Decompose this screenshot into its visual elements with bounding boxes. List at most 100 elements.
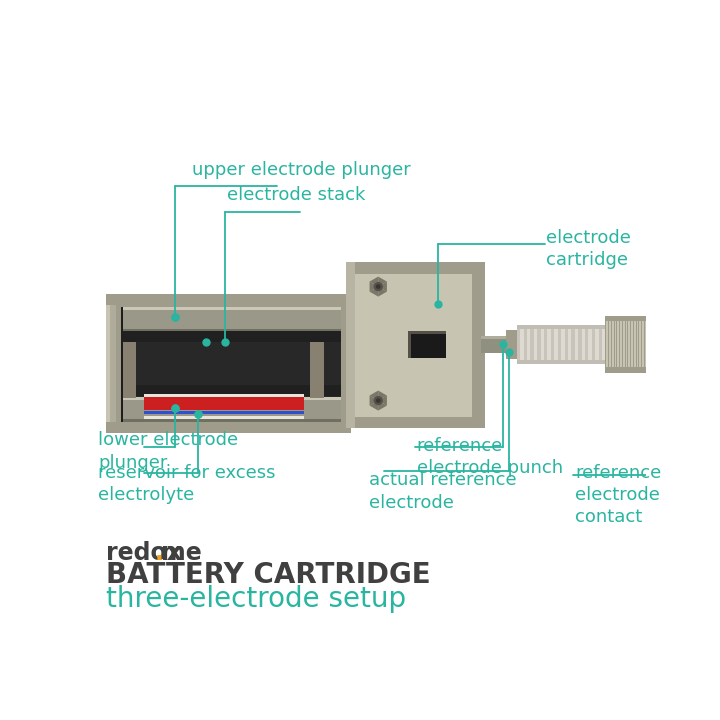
Polygon shape (369, 390, 378, 400)
Bar (122, 307, 341, 332)
Bar (572, 361, 575, 364)
Bar (641, 316, 642, 373)
Bar (644, 316, 645, 373)
Bar (598, 325, 602, 328)
Circle shape (376, 398, 381, 403)
Bar (517, 361, 521, 364)
Bar (683, 341, 720, 348)
Bar (144, 416, 305, 419)
Polygon shape (378, 395, 387, 405)
Bar (677, 316, 678, 373)
Bar (122, 331, 341, 342)
Polygon shape (369, 395, 378, 405)
Bar (122, 307, 341, 310)
Bar (564, 361, 568, 364)
Polygon shape (369, 276, 378, 287)
Circle shape (376, 284, 381, 289)
Bar (585, 325, 588, 328)
Bar (544, 325, 547, 364)
Bar (122, 385, 341, 396)
Bar (544, 325, 547, 328)
Bar (482, 336, 506, 339)
Bar (106, 294, 351, 307)
Bar (106, 422, 351, 433)
Polygon shape (378, 400, 387, 410)
Bar (598, 325, 602, 364)
Polygon shape (378, 282, 387, 292)
Bar (606, 367, 683, 373)
Bar (558, 325, 561, 328)
Bar (633, 316, 634, 373)
Bar (531, 361, 534, 364)
Bar (649, 316, 650, 373)
Bar (537, 325, 541, 328)
Bar (564, 325, 568, 364)
Bar (630, 316, 631, 373)
Polygon shape (369, 282, 378, 292)
Bar (517, 325, 521, 328)
Bar (606, 316, 683, 321)
Polygon shape (378, 287, 387, 297)
Bar (660, 316, 662, 373)
Bar (564, 325, 568, 328)
Bar (346, 262, 485, 428)
Bar (122, 342, 137, 398)
Polygon shape (369, 287, 378, 297)
Bar (592, 361, 595, 364)
Bar (122, 329, 341, 332)
Bar (310, 342, 324, 398)
Text: reference
electrode punch: reference electrode punch (417, 437, 563, 477)
Text: me: me (161, 541, 202, 564)
Bar (655, 316, 656, 373)
Bar (613, 316, 615, 373)
Text: electrode stack: electrode stack (227, 186, 365, 204)
Bar (558, 325, 561, 364)
Text: .: . (155, 541, 164, 564)
Bar (122, 419, 341, 422)
Bar (122, 331, 341, 398)
Text: BATTERY CARTRIDGE: BATTERY CARTRIDGE (106, 561, 431, 589)
Bar (121, 307, 341, 422)
Text: electrode
cartridge: electrode cartridge (546, 229, 631, 269)
Bar (616, 316, 618, 373)
Bar (408, 331, 410, 359)
Bar (523, 325, 527, 364)
Polygon shape (369, 400, 378, 410)
Bar (619, 316, 620, 373)
Bar (482, 336, 506, 353)
Text: three-electrode setup: three-electrode setup (106, 585, 406, 613)
Bar (346, 262, 355, 428)
Bar (652, 316, 653, 373)
Bar (625, 316, 626, 373)
Bar (472, 262, 485, 428)
Bar (657, 316, 659, 373)
Bar (578, 325, 582, 328)
Bar (144, 395, 305, 397)
Bar (572, 325, 575, 364)
Bar (523, 325, 527, 328)
Bar (598, 361, 602, 364)
Text: upper electrode plunger: upper electrode plunger (192, 161, 410, 179)
Text: actual reference
electrode: actual reference electrode (369, 472, 517, 512)
Bar (341, 294, 351, 433)
Text: reference
electrode
contact: reference electrode contact (575, 464, 662, 526)
Bar (671, 316, 672, 373)
Bar (106, 294, 351, 433)
Bar (346, 417, 485, 428)
Bar (537, 361, 541, 364)
Bar (408, 331, 446, 359)
Bar (558, 361, 561, 364)
Bar (551, 325, 554, 328)
Bar (663, 316, 665, 373)
Bar (144, 411, 305, 415)
Bar (666, 316, 667, 373)
Bar (523, 361, 527, 364)
Bar (531, 325, 534, 328)
Bar (585, 325, 588, 364)
Bar (537, 325, 541, 364)
Bar (683, 341, 720, 343)
Bar (106, 305, 117, 422)
Bar (608, 316, 609, 373)
Bar (517, 325, 606, 329)
Bar (551, 325, 554, 364)
